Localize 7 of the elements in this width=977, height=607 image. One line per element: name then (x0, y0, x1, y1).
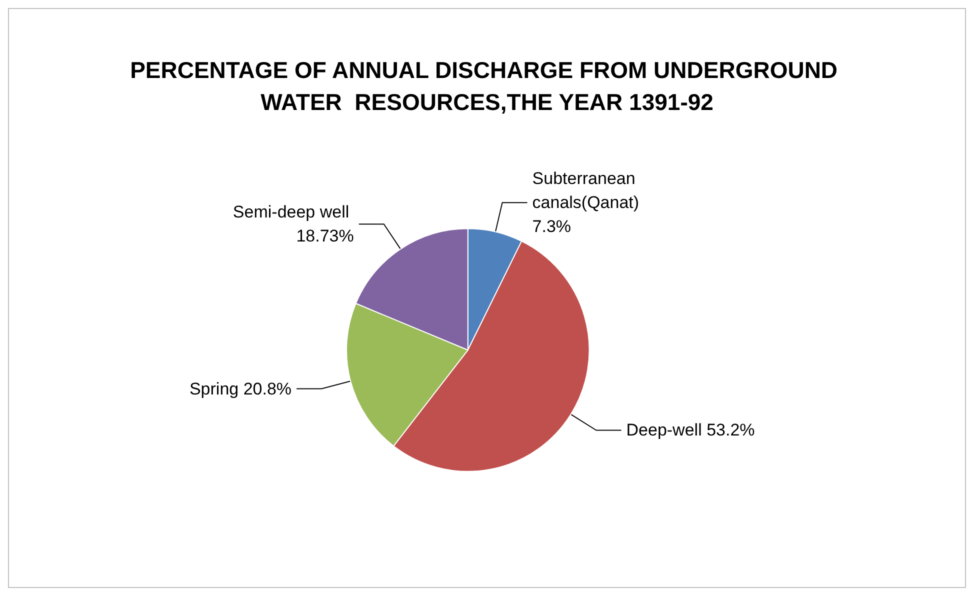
chart-title: PERCENTAGE OF ANNUAL DISCHARGE FROM UNDERGROUND WATER RESOURCES,THE YEAR 1391-92 (130, 57, 844, 115)
slice-label: Subterranean canals(Qanat) (532, 169, 644, 212)
data-label: 18.73% (296, 226, 354, 246)
slice-label: Spring 20.8% (189, 379, 292, 398)
slice-label: Deep-well 53.2% (626, 420, 755, 440)
data-label: 7.3% (532, 217, 572, 236)
slice-label: Semi-deep well (232, 202, 354, 222)
